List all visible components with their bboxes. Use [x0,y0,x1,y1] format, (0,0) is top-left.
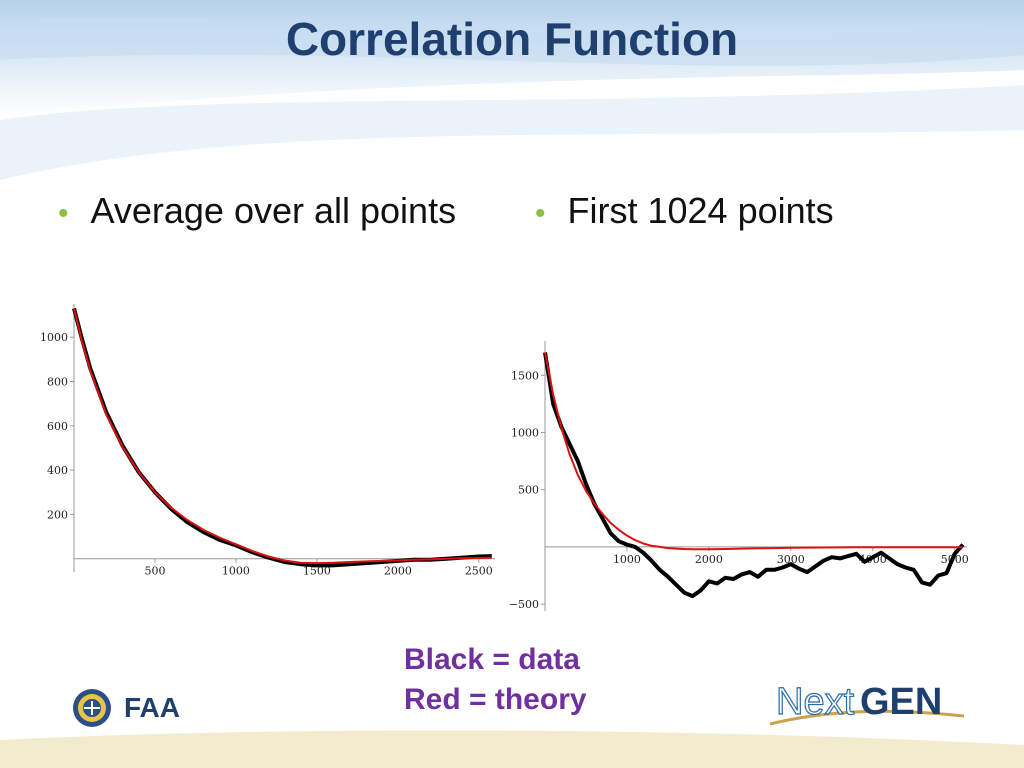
chart1-theory-line [73,308,492,565]
chart2-y-tick-label: 1500 [511,369,539,382]
chart2-x-tick-label: 1000 [613,553,641,566]
chart1-data-line [72,307,492,568]
nextgen-swoosh-icon [769,709,965,726]
nextgen-logo: Next GEN [769,680,965,726]
bullet-first-points-text: First 1024 points [567,190,834,231]
chart1-y-tick-label: 400 [47,464,68,477]
chart-average: 500 1000 1500 2000 2500 200 400 600 800 1000 [40,304,495,578]
chart2-theory-line [544,352,963,551]
chart1-y-tick-label: 800 [47,376,68,389]
chart1-x-tick-label: 500 [144,565,165,578]
chart1-y-tick-label: 200 [47,508,68,521]
bullet-average: • Average over all points [58,190,456,232]
nextgen-next-text: Next [776,681,855,723]
legend-black-data: Black = data [404,643,580,676]
bullet-average-text: Average over all points [90,190,457,231]
chart2-x-tick-label: 3000 [777,553,805,566]
legend-caption: Black = data Red = theory [404,640,587,720]
chart1-x-tick-label: 1000 [222,565,250,578]
chart2-x-tick-label: 2000 [695,553,723,566]
faa-seal-icon [73,689,111,727]
chart1-x-tick-label: 1500 [303,565,331,578]
slide-title: Correlation Function [285,13,739,65]
chart2-y-tick-label: 500 [518,484,539,497]
bullet-dot-icon: • [58,197,69,230]
chart1-x-tick-label: 2000 [384,565,412,578]
chart1-x-tick-label: 2500 [465,565,493,578]
chart2-y-tick-label: 1000 [511,427,539,440]
chart1-y-tick-label: 600 [47,420,68,433]
faa-logo-text: FAA [124,692,180,723]
chart2-x-tick-label: 5000 [941,553,969,566]
legend-red-theory: Red = theory [404,683,587,716]
chart2-data-line [543,352,965,599]
bullet-first-points: • First 1024 points [535,190,834,232]
bullet-dot-icon: • [535,197,546,230]
nextgen-gen-text: GEN [860,681,942,723]
chart2-y-tick-label: −500 [509,598,539,611]
chart1-y-tick-label: 1000 [40,331,68,344]
